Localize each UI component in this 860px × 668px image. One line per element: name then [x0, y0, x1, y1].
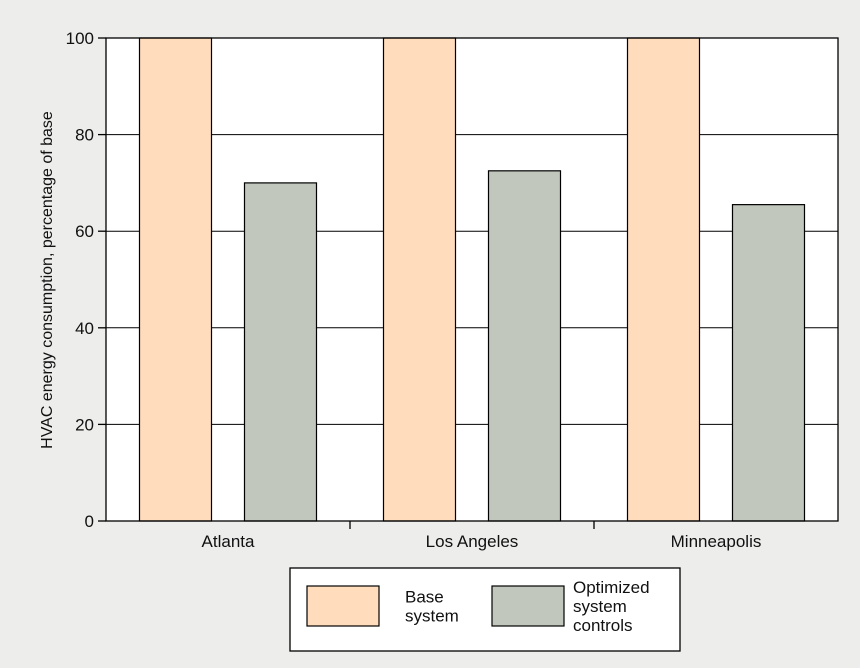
legend-swatch [491, 585, 565, 627]
y-tick-label: 40 [75, 319, 94, 338]
x-axis-ticks: Atlanta Los Angeles Minneapolis [202, 521, 762, 551]
x-category-label: Minneapolis [671, 532, 762, 551]
bar [731, 204, 806, 522]
y-tick-label: 80 [75, 126, 94, 145]
bar [487, 170, 562, 522]
legend-label: controls [573, 616, 633, 635]
legend-label: system [573, 597, 627, 616]
x-category-label: Atlanta [202, 532, 255, 551]
y-axis-title: HVAC energy consumption, percentage of b… [39, 111, 56, 449]
legend-label: system [405, 607, 459, 626]
y-tick-label: 0 [85, 512, 94, 531]
y-axis-ticks: 0 20 40 60 80 100 [66, 29, 106, 531]
y-tick-label: 20 [75, 415, 94, 434]
legend-label: Optimized [573, 578, 650, 597]
legend-label: Base [405, 588, 444, 607]
bar [138, 37, 213, 522]
gridlines [106, 134, 838, 425]
plot-area [106, 38, 838, 521]
bar [243, 182, 318, 522]
legend-swatch [306, 585, 380, 627]
bar [382, 37, 457, 522]
y-tick-label: 60 [75, 222, 94, 241]
bars [138, 37, 806, 522]
y-tick-label: 100 [66, 29, 94, 48]
bar [626, 37, 701, 522]
x-category-label: Los Angeles [426, 532, 519, 551]
plot-frame [105, 37, 839, 522]
